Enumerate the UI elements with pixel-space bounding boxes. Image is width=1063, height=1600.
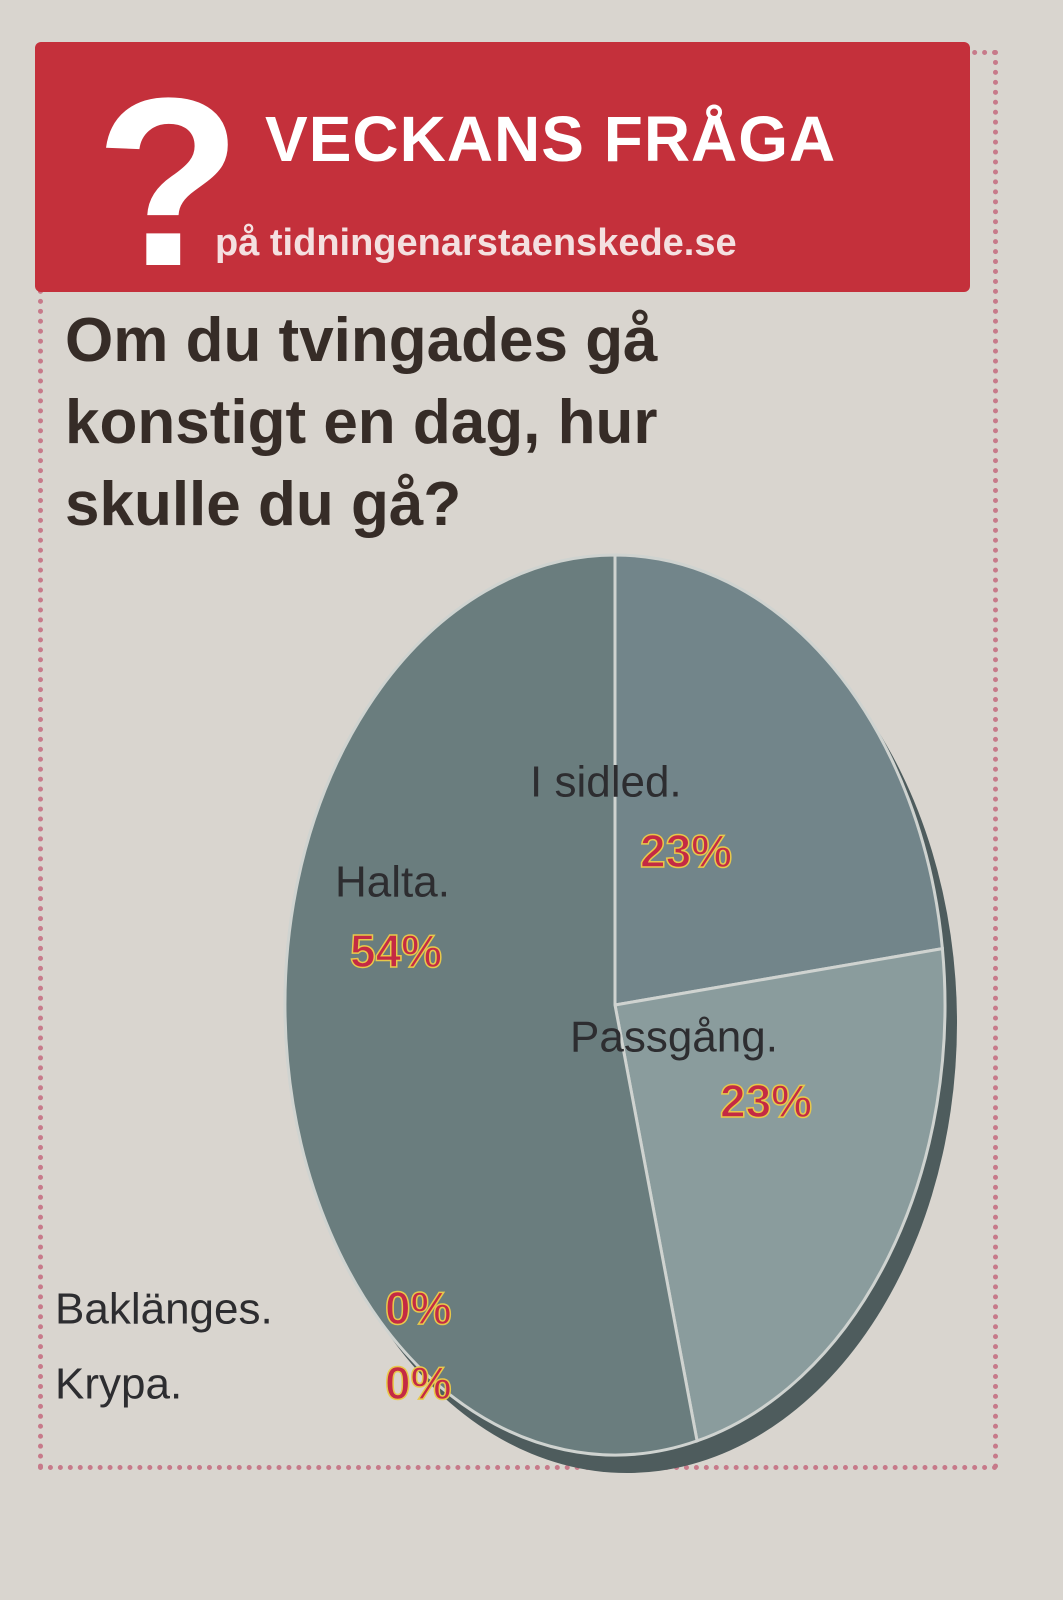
badge: ? [95,48,242,316]
header: ? VECKANS FRÅGA på tidningenarstaenskede… [35,42,970,302]
category-label: Passgång. [570,1013,778,1062]
question: Om du tvingades gå konstigt en dag, hur … [65,306,658,539]
category-label: I sidled. [530,758,682,807]
category-label: Halta. [335,858,450,907]
value-label: 0% [385,1357,451,1409]
value-label: 23% [720,1075,812,1127]
value-label: 54% [350,925,442,977]
subtitle: på tidningenarstaenskede.se [215,222,737,264]
value-label: 0% [385,1282,451,1334]
category-label: Baklänges. [55,1285,273,1334]
title: VECKANS FRÅGA [265,103,837,175]
pie-slice [283,553,699,1457]
category-label: Krypa. [55,1360,182,1409]
value-label: 23% [640,825,732,877]
pie-slice [613,553,945,1007]
pie-slice [613,946,947,1443]
